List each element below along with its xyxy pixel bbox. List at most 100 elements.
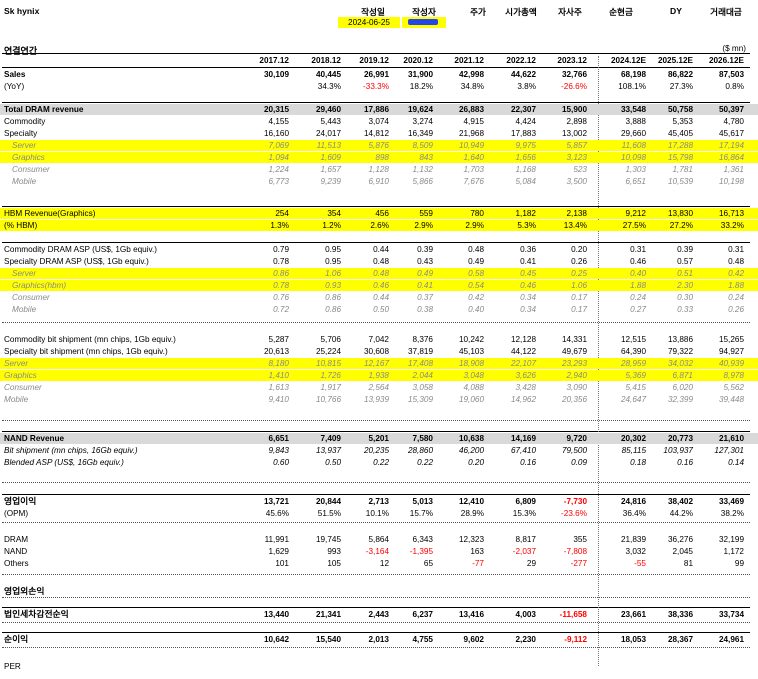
table-cell[interactable]: 0.48: [373, 269, 389, 278]
table-cell[interactable]: 8,509: [412, 141, 434, 150]
table-cell[interactable]: 17,194: [718, 141, 744, 150]
table-cell[interactable]: 0.54: [468, 281, 484, 290]
table-cell[interactable]: 0.78: [273, 257, 289, 266]
table-cell[interactable]: 3,428: [515, 383, 537, 392]
table-cell[interactable]: 26,883: [458, 105, 484, 114]
table-cell[interactable]: 10,642: [263, 635, 289, 644]
table-cell[interactable]: 8,817: [515, 535, 537, 544]
table-cell[interactable]: 5,353: [672, 117, 694, 126]
table-cell[interactable]: -7,808: [563, 547, 587, 556]
table-cell[interactable]: 1.3%: [270, 221, 289, 230]
table-cell[interactable]: 32,199: [718, 535, 744, 544]
table-cell[interactable]: 38,336: [667, 610, 693, 619]
table-cell[interactable]: 2,044: [412, 371, 434, 380]
table-cell[interactable]: 0.30: [677, 293, 693, 302]
table-cell[interactable]: 21,610: [718, 434, 744, 443]
table-cell[interactable]: 15,900: [561, 105, 587, 114]
table-cell[interactable]: 8,978: [723, 371, 745, 380]
table-cell[interactable]: 5.3%: [517, 221, 536, 230]
table-cell[interactable]: 5,866: [412, 177, 434, 186]
table-cell[interactable]: 0.43: [417, 257, 433, 266]
table-cell[interactable]: 8,376: [412, 335, 434, 344]
table-cell[interactable]: 36,276: [667, 535, 693, 544]
table-cell[interactable]: 49,679: [561, 347, 587, 356]
table-cell[interactable]: 1.88: [728, 281, 744, 290]
table-cell[interactable]: 3,626: [515, 371, 537, 380]
table-cell[interactable]: 6,910: [368, 177, 390, 186]
table-cell[interactable]: 3,090: [566, 383, 588, 392]
table-cell[interactable]: 0.09: [571, 458, 587, 467]
table-cell[interactable]: 17,886: [363, 105, 389, 114]
table-cell[interactable]: 6,773: [268, 177, 290, 186]
table-cell[interactable]: 3.8%: [517, 82, 536, 91]
table-cell[interactable]: 14,962: [510, 395, 536, 404]
table-cell[interactable]: 3,074: [368, 117, 390, 126]
table-cell[interactable]: 1,361: [723, 165, 745, 174]
table-cell[interactable]: 2,138: [566, 209, 588, 218]
table-cell[interactable]: 10,242: [458, 335, 484, 344]
table-cell[interactable]: 15.7%: [409, 509, 433, 518]
table-cell[interactable]: 0.25: [571, 269, 587, 278]
table-cell[interactable]: 21,341: [315, 610, 341, 619]
table-cell[interactable]: 67,410: [510, 446, 536, 455]
table-cell[interactable]: 28,959: [620, 359, 646, 368]
table-cell[interactable]: 33,469: [718, 497, 744, 506]
table-cell[interactable]: 1.2%: [322, 221, 341, 230]
table-cell[interactable]: 0.44: [373, 245, 389, 254]
table-cell[interactable]: 1,726: [320, 371, 342, 380]
table-cell[interactable]: 13,721: [263, 497, 289, 506]
table-cell[interactable]: 12,515: [620, 335, 646, 344]
table-cell[interactable]: 42,998: [458, 70, 484, 79]
table-cell[interactable]: 4,155: [268, 117, 290, 126]
table-cell[interactable]: 6,237: [412, 610, 434, 619]
table-cell[interactable]: 45,103: [458, 347, 484, 356]
table-cell[interactable]: 9,239: [320, 177, 342, 186]
table-cell[interactable]: 0.79: [273, 245, 289, 254]
table-cell[interactable]: 7,676: [463, 177, 485, 186]
table-cell[interactable]: 0.45: [520, 269, 536, 278]
table-cell[interactable]: 5,084: [515, 177, 537, 186]
table-cell[interactable]: 45,617: [718, 129, 744, 138]
table-cell[interactable]: 0.48: [468, 245, 484, 254]
date-cell[interactable]: 2024-06-25: [338, 17, 400, 28]
table-cell[interactable]: 523: [573, 165, 587, 174]
table-cell[interactable]: 0.86: [325, 305, 341, 314]
table-cell[interactable]: 1,656: [515, 153, 537, 162]
table-cell[interactable]: 50,758: [667, 105, 693, 114]
table-cell[interactable]: 456: [375, 209, 389, 218]
table-cell[interactable]: 20,235: [363, 446, 389, 455]
table-cell[interactable]: 0.51: [677, 269, 693, 278]
table-cell[interactable]: 16,864: [718, 153, 744, 162]
table-cell[interactable]: 0.50: [325, 458, 341, 467]
table-cell[interactable]: 3,274: [412, 117, 434, 126]
table-cell[interactable]: 3,123: [566, 153, 588, 162]
table-cell[interactable]: 0.20: [571, 245, 587, 254]
table-cell[interactable]: 2.9%: [465, 221, 484, 230]
table-cell[interactable]: 0.46: [630, 257, 646, 266]
table-cell[interactable]: 7,042: [368, 335, 390, 344]
table-cell[interactable]: 1.06: [325, 269, 341, 278]
table-cell[interactable]: 12,323: [458, 535, 484, 544]
table-cell[interactable]: 163: [470, 547, 484, 556]
table-cell[interactable]: 0.95: [325, 245, 341, 254]
table-cell[interactable]: 7,069: [268, 141, 290, 150]
table-cell[interactable]: 10.1%: [365, 509, 389, 518]
table-cell[interactable]: 17,408: [407, 359, 433, 368]
table-cell[interactable]: 14,169: [510, 434, 536, 443]
table-cell[interactable]: 46,200: [458, 446, 484, 455]
table-cell[interactable]: 34.8%: [460, 82, 484, 91]
table-cell[interactable]: 13,002: [561, 129, 587, 138]
table-cell[interactable]: 0.72: [273, 305, 289, 314]
table-cell[interactable]: 2.30: [677, 281, 693, 290]
table-cell[interactable]: 4,003: [515, 610, 537, 619]
table-cell[interactable]: 0.95: [325, 257, 341, 266]
table-cell[interactable]: 5,706: [320, 335, 342, 344]
table-cell[interactable]: 7,409: [320, 434, 342, 443]
table-cell[interactable]: 31,900: [407, 70, 433, 79]
table-cell[interactable]: 254: [275, 209, 289, 218]
table-cell[interactable]: 0.33: [677, 305, 693, 314]
table-cell[interactable]: 9,843: [268, 446, 290, 455]
table-cell[interactable]: 20,356: [561, 395, 587, 404]
table-cell[interactable]: 22,307: [510, 105, 536, 114]
table-cell[interactable]: 25,224: [315, 347, 341, 356]
